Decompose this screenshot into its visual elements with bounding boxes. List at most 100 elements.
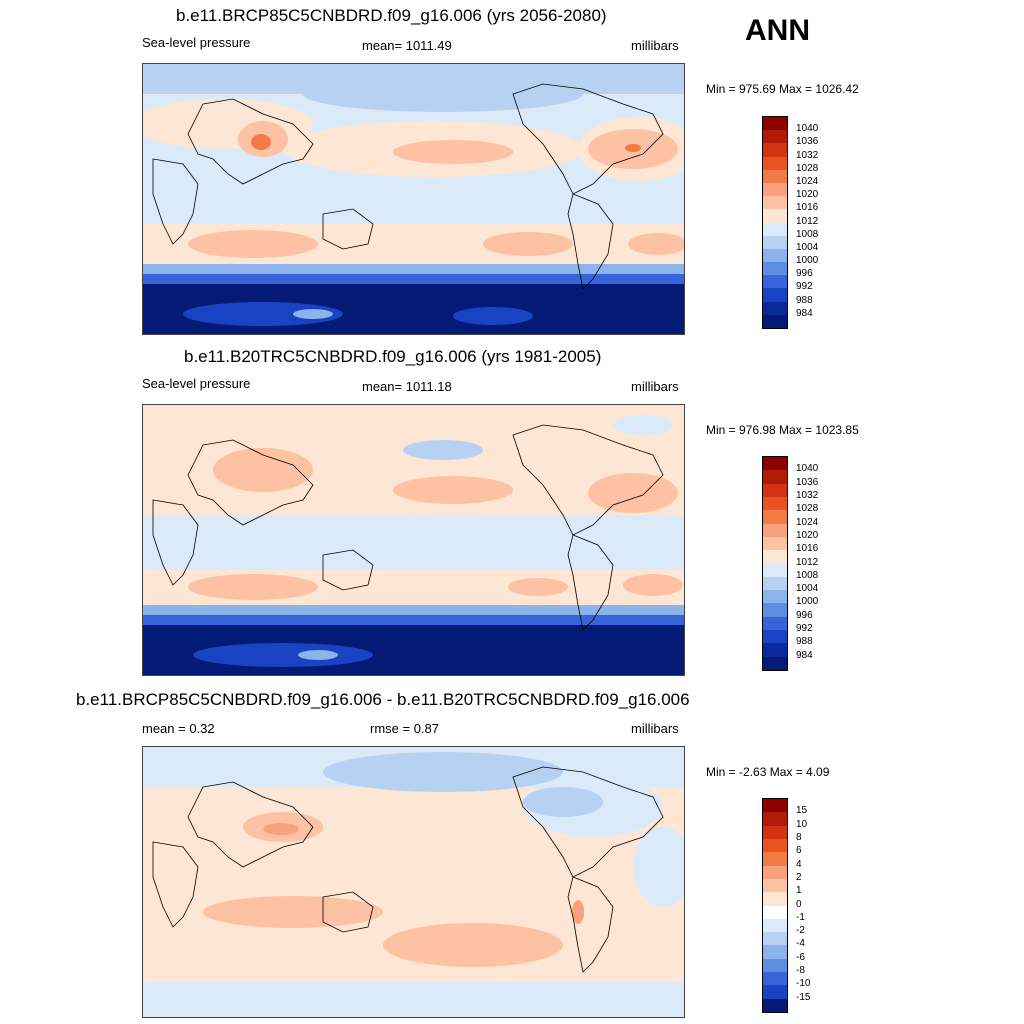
panel2-map	[142, 404, 685, 676]
panel3-units-label: millibars	[631, 721, 679, 736]
panel2-units-label: millibars	[631, 379, 679, 394]
panel1-minmax: Min = 975.69 Max = 1026.42	[706, 82, 859, 96]
colorbar-tick-label: 992	[796, 623, 813, 635]
colorbar-swatch	[763, 998, 787, 1012]
colorbar-tick-label: 1	[796, 885, 802, 897]
colorbar-swatch	[763, 918, 787, 933]
colorbar-tick-label: 8	[796, 831, 802, 843]
colorbar-tick-label: -6	[796, 951, 805, 963]
colorbar-swatch	[763, 799, 787, 813]
colorbar-tick-label: 1040	[796, 123, 819, 135]
colorbar-swatch	[763, 932, 787, 946]
colorbar-tick-label: 1032	[796, 489, 819, 501]
colorbar-swatch	[763, 130, 787, 144]
panel2-colorbar	[762, 456, 788, 671]
colorbar-swatch	[763, 958, 787, 973]
colorbar-tick-label: 0	[796, 898, 802, 910]
colorbar-swatch	[763, 262, 787, 276]
panel1-map	[142, 63, 685, 335]
colorbar-tick-label: -8	[796, 965, 805, 977]
colorbar-swatch	[763, 812, 787, 826]
panel3-minmax: Min = -2.63 Max = 4.09	[706, 765, 830, 779]
colorbar-tick-label: 1028	[796, 162, 819, 174]
colorbar-swatch	[763, 275, 787, 289]
colorbar-swatch	[763, 169, 787, 183]
colorbar-swatch	[763, 222, 787, 236]
panel3-map	[142, 746, 685, 1018]
colorbar-tick-label: 984	[796, 307, 813, 319]
colorbar-swatch	[763, 590, 787, 604]
panel3-rmse-label: rmse = 0.87	[370, 721, 440, 736]
panel1-units-label: millibars	[631, 38, 679, 53]
colorbar-tick-label: 10	[796, 818, 808, 830]
panel2-variable-label: Sea-level pressure	[142, 376, 251, 391]
colorbar-swatch	[763, 314, 787, 328]
colorbar-tick-label: 988	[796, 636, 813, 648]
colorbar-swatch	[763, 209, 787, 223]
panel3-mean-label: mean = 0.32	[142, 721, 215, 736]
colorbar-swatch	[763, 117, 787, 131]
colorbar-tick-label: 1036	[796, 476, 819, 488]
colorbar-swatch	[763, 248, 787, 263]
colorbar-swatch	[763, 196, 787, 210]
colorbar-swatch	[763, 616, 787, 631]
colorbar-swatch	[763, 288, 787, 302]
colorbar-swatch	[763, 865, 787, 879]
colorbar-swatch	[763, 905, 787, 919]
colorbar-tick-label: -2	[796, 925, 805, 937]
colorbar-swatch	[763, 550, 787, 564]
colorbar-tick-label: 1016	[796, 202, 819, 214]
colorbar-swatch	[763, 156, 787, 170]
panel2-mean-label: mean= 1011.18	[362, 379, 452, 394]
season-label: ANN	[745, 14, 810, 47]
colorbar-tick-label: 984	[796, 649, 813, 661]
colorbar-swatch	[763, 643, 787, 657]
panel1-colorbar	[762, 116, 788, 329]
panel3-colorbar	[762, 798, 788, 1013]
colorbar-swatch	[763, 536, 787, 551]
colorbar-tick-label: 1020	[796, 189, 819, 201]
colorbar-tick-label: 1032	[796, 149, 819, 161]
colorbar-swatch	[763, 838, 787, 853]
colorbar-tick-label: 4	[796, 858, 802, 870]
colorbar-swatch	[763, 301, 787, 315]
colorbar-swatch	[763, 235, 787, 249]
colorbar-tick-label: 2	[796, 871, 802, 883]
colorbar-tick-label: 1040	[796, 463, 819, 475]
panel1-title: b.e11.BRCP85C5CNBDRD.f09_g16.006 (yrs 20…	[176, 6, 607, 25]
colorbar-swatch	[763, 945, 787, 959]
panel3-title: b.e11.BRCP85C5CNBDRD.f09_g16.006 - b.e11…	[76, 690, 690, 709]
colorbar-swatch	[763, 470, 787, 484]
colorbar-tick-label: -1	[796, 911, 805, 923]
colorbar-swatch	[763, 892, 787, 906]
colorbar-tick-label: -10	[796, 978, 811, 990]
colorbar-swatch	[763, 182, 787, 197]
colorbar-tick-label: 1000	[796, 255, 819, 267]
colorbar-tick-label: -15	[796, 991, 811, 1003]
colorbar-swatch	[763, 457, 787, 471]
colorbar-tick-label: 1004	[796, 583, 819, 595]
colorbar-tick-label: 996	[796, 609, 813, 621]
panel1-variable-label: Sea-level pressure	[142, 35, 251, 50]
colorbar-tick-label: 1004	[796, 241, 819, 253]
colorbar-swatch	[763, 496, 787, 511]
colorbar-swatch	[763, 878, 787, 893]
colorbar-swatch	[763, 510, 787, 524]
colorbar-swatch	[763, 825, 787, 839]
colorbar-swatch	[763, 483, 787, 497]
colorbar-swatch	[763, 576, 787, 591]
colorbar-tick-label: 1016	[796, 543, 819, 555]
colorbar-tick-label: 992	[796, 281, 813, 293]
panel2-title: b.e11.B20TRC5CNBDRD.f09_g16.006 (yrs 198…	[184, 347, 602, 366]
colorbar-swatch	[763, 630, 787, 644]
colorbar-tick-label: 1020	[796, 529, 819, 541]
colorbar-swatch	[763, 852, 787, 866]
colorbar-tick-label: 1036	[796, 136, 819, 148]
colorbar-tick-label: 1024	[796, 175, 819, 187]
colorbar-swatch	[763, 143, 787, 157]
colorbar-tick-label: -4	[796, 938, 805, 950]
colorbar-tick-label: 6	[796, 845, 802, 857]
colorbar-tick-label: 996	[796, 268, 813, 280]
panel2-minmax: Min = 976.98 Max = 1023.85	[706, 423, 859, 437]
colorbar-tick-label: 1012	[796, 556, 819, 568]
